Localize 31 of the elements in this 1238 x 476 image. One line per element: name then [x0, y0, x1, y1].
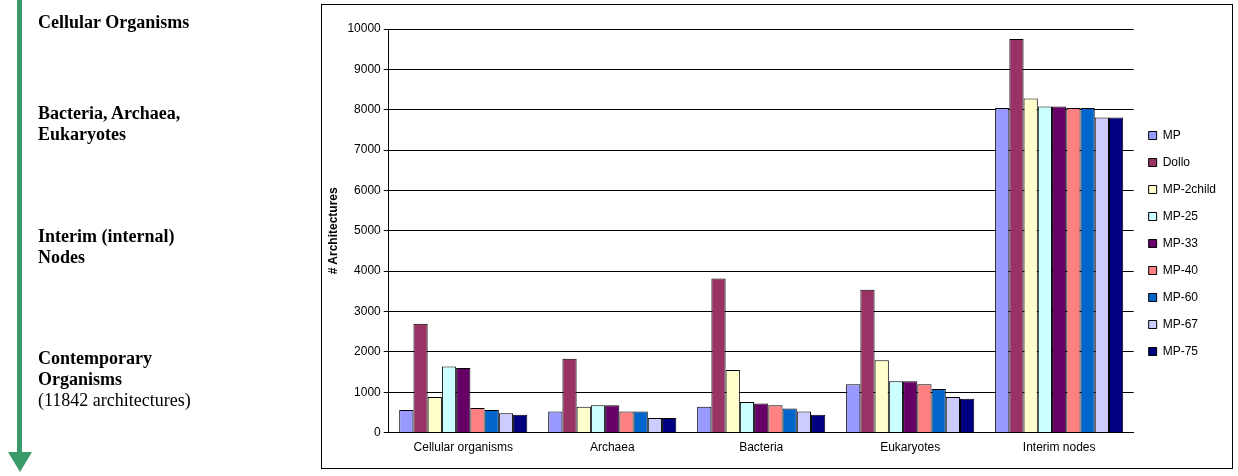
y-axis-title: # Architectures [325, 187, 340, 275]
legend-label: MP-75 [1162, 343, 1199, 358]
text: Contemporary Organisms [38, 348, 152, 389]
legend-label: Dollo [1162, 154, 1191, 169]
y-tick-label: 4000 [354, 263, 382, 278]
legend-label: MP-60 [1162, 289, 1199, 304]
y-tick-label: 1000 [354, 384, 382, 399]
legend-label: MP-40 [1162, 262, 1199, 277]
y-tick-label: 9000 [354, 61, 382, 76]
text: Cellular Organisms [38, 12, 190, 32]
legend-label: MP-2child [1162, 181, 1217, 196]
y-tick-label: 5000 [354, 223, 382, 238]
y-tick-label: 8000 [354, 102, 382, 117]
text: Bacteria, Archaea, Eukaryotes [38, 103, 181, 144]
y-tick-label: 6000 [354, 182, 382, 197]
legend-label: MP-67 [1162, 316, 1199, 331]
y-tick-label: 3000 [354, 303, 382, 318]
x-tick-label: Cellular organisms [413, 440, 513, 455]
text: Interim (internal) Nodes [38, 226, 175, 267]
x-tick-label: Archaea [589, 440, 635, 455]
legend-label: MP-33 [1162, 235, 1199, 250]
x-tick-label: Bacteria [739, 440, 784, 455]
x-tick-label: Eukaryotes [880, 440, 941, 455]
x-tick-label: Interim nodes [1022, 440, 1096, 455]
y-tick-label: 2000 [354, 344, 382, 359]
y-tick-label: 0 [374, 424, 382, 439]
text: (11842 architectures) [38, 390, 191, 411]
legend-label: MP-25 [1162, 208, 1199, 223]
y-tick-label: 7000 [354, 142, 382, 157]
legend-label: MP [1162, 127, 1181, 142]
y-tick-label: 10000 [347, 21, 382, 36]
